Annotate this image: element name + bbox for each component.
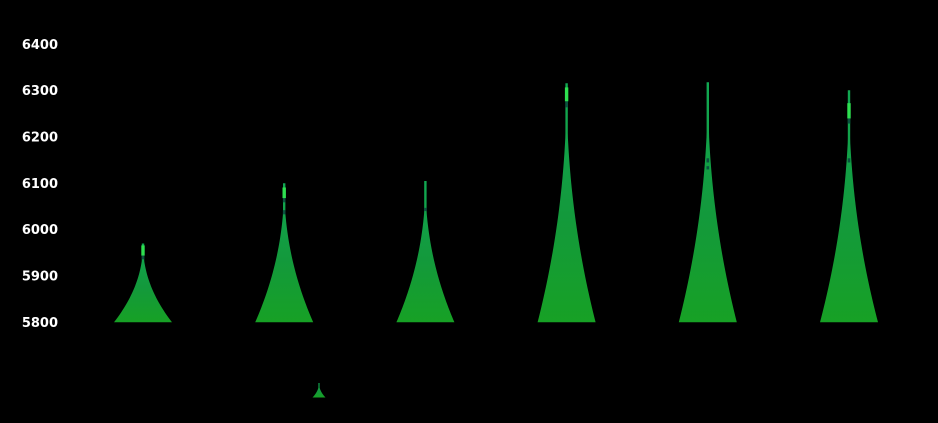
spike-bright-segment [282,187,286,199]
spike-dark-segment [282,198,286,203]
spike-dark-segment [424,207,427,212]
y-axis-tick-label: 6400 [22,38,58,53]
spike-5[interactable] [678,82,737,323]
spike-dark-segment [706,166,710,170]
spike-body[interactable] [396,180,455,323]
y-axis-tick-label: 6300 [22,84,58,99]
spike-body[interactable] [678,82,737,323]
spike-dark-segment [141,255,145,260]
spike-3[interactable] [396,180,455,323]
y-axis: 6400 6300 6200 6100 6000 5900 5800 [22,38,58,331]
spike-bright-segment [141,245,145,256]
spike-body[interactable] [255,183,314,323]
y-axis-tick-label: 6100 [22,177,58,192]
spike-dark-segment [706,158,710,163]
spike-body[interactable] [537,83,596,323]
series-spikes [114,82,878,323]
spike-4[interactable] [537,83,596,323]
spike-dark-segment [565,101,568,108]
spike-2[interactable] [255,183,314,323]
y-axis-tick-label: 6000 [22,223,58,238]
legend-spike-marker-icon[interactable] [312,383,326,398]
spike-1[interactable] [114,243,172,323]
y-axis-tick-label: 5800 [22,316,58,331]
spike-6[interactable] [820,90,878,323]
spike-bright-segment [847,103,851,119]
spike-bright-segment [564,87,569,102]
y-axis-tick-label: 5900 [22,270,58,285]
spike-dark-segment [847,158,851,163]
spike-body[interactable] [114,243,172,323]
spike-dark-segment [282,210,286,215]
y-axis-tick-label: 6200 [22,131,58,146]
spike-body[interactable] [820,90,878,323]
spike-dark-segment [847,118,851,124]
